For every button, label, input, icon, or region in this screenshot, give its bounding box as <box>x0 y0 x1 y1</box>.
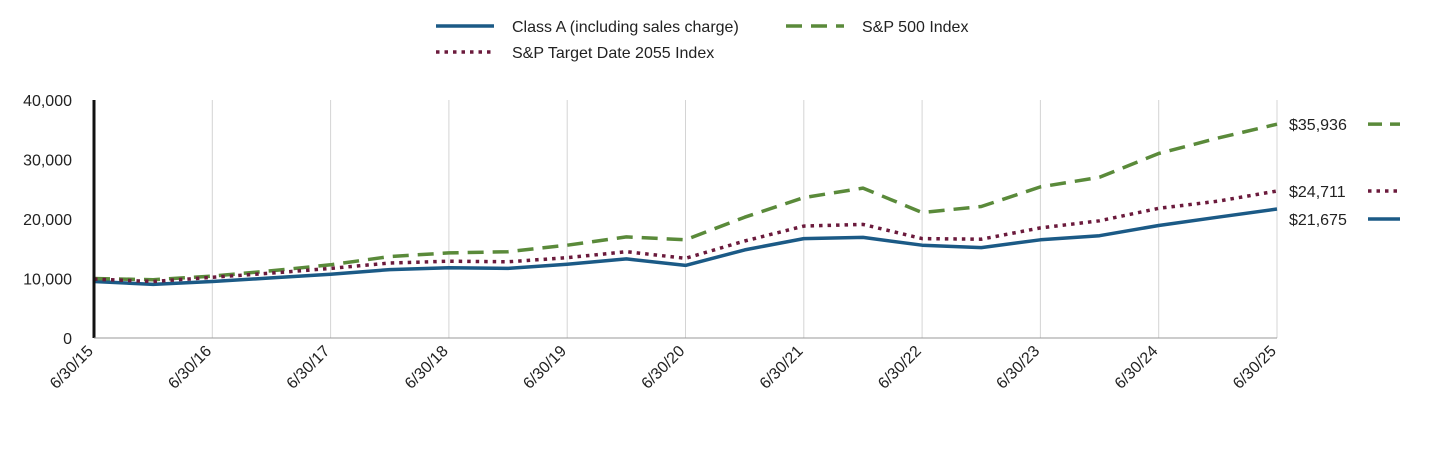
x-tick-label: 6/30/16 <box>165 343 215 393</box>
x-tick-label: 6/30/24 <box>1112 343 1162 393</box>
y-tick-label: 20,000 <box>23 212 72 229</box>
x-tick-label: 6/30/19 <box>520 343 570 393</box>
series-end-label: $24,711 <box>1289 184 1346 201</box>
y-tick-label: 0 <box>63 331 72 348</box>
series-line <box>93 122 1278 282</box>
y-tick-label: 30,000 <box>23 153 72 170</box>
x-tick-label: 6/30/17 <box>284 343 334 393</box>
y-tick-label: 10,000 <box>23 272 72 289</box>
series-line <box>93 189 1278 284</box>
end-labels: $35,936 $24,711 $21,675 <box>1289 117 1400 229</box>
legend-label: S&P Target Date 2055 Index <box>512 45 714 62</box>
x-tick-label: 6/30/25 <box>1230 343 1280 393</box>
y-tick-label: 40,000 <box>23 93 72 110</box>
x-tick-label: 6/30/18 <box>402 343 452 393</box>
x-tick-label: 6/30/21 <box>757 343 807 393</box>
series-end-label: $35,936 <box>1289 117 1347 134</box>
legend: Class A (including sales charge) S&P 500 … <box>436 19 968 62</box>
legend-label: S&P 500 Index <box>862 19 968 36</box>
series-line <box>93 207 1278 287</box>
x-tick-label: 6/30/23 <box>993 343 1043 393</box>
series-end-label: $21,675 <box>1289 212 1347 229</box>
x-tick-label: 6/30/15 <box>47 343 97 393</box>
x-tick-label: 6/30/20 <box>639 343 689 393</box>
x-tick-label: 6/30/22 <box>875 343 925 393</box>
series-lines <box>93 122 1278 287</box>
grid <box>211 100 1278 338</box>
legend-label: Class A (including sales charge) <box>512 19 739 36</box>
axes: 0 10,000 20,000 30,000 40,000 6/30/15 6/30/16 6… <box>23 93 1280 393</box>
